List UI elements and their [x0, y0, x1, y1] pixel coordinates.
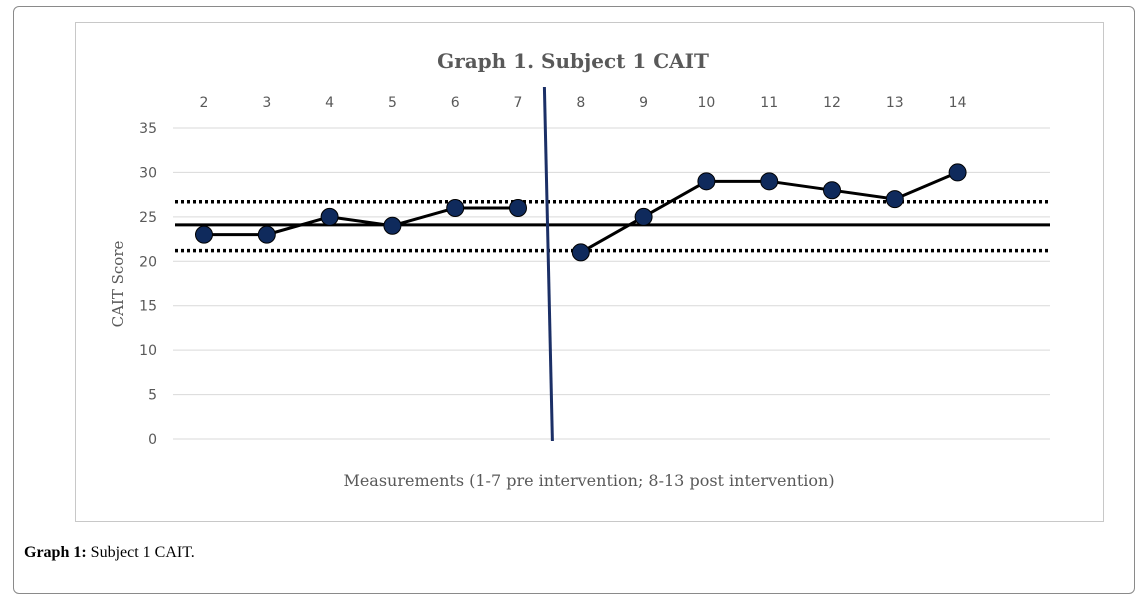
chart-title: Graph 1. Subject 1 CAIT: [437, 49, 709, 73]
figure-caption: Graph 1: Subject 1 CAIT.: [24, 544, 195, 562]
x-axis-label: Measurements (1-7 pre intervention; 8-13…: [343, 471, 834, 490]
series-line: [204, 206, 518, 237]
data-point: [383, 216, 402, 235]
x-tick-label: 4: [325, 95, 334, 111]
caption-text: Subject 1 CAIT.: [90, 544, 195, 561]
y-tick-label: 5: [148, 388, 157, 404]
x-tick-label: 9: [639, 95, 648, 111]
data-point: [195, 225, 213, 244]
data-point: [320, 207, 339, 226]
data-point: [446, 198, 465, 217]
x-tick-label: 7: [514, 95, 523, 111]
data-point: [760, 172, 779, 191]
chart-area: [75, 22, 1104, 522]
y-tick-label: 30: [139, 165, 157, 181]
data-point: [697, 172, 716, 191]
x-tick-label: 12: [823, 95, 841, 111]
data-point: [257, 225, 276, 244]
y-tick-label: 35: [139, 121, 157, 137]
x-tick-label: 14: [949, 95, 967, 111]
x-tick-label: 5: [388, 95, 397, 111]
x-tick-label: 8: [576, 95, 585, 111]
x-tick-label: 6: [451, 95, 460, 111]
data-point: [634, 207, 653, 226]
x-tick-label: 11: [760, 95, 778, 111]
figure-frame: [13, 6, 1135, 594]
x-tick-label: 3: [262, 95, 271, 111]
y-tick-label: 20: [139, 254, 157, 270]
y-tick-label: 0: [148, 432, 157, 448]
data-point: [823, 181, 841, 200]
phase-change-line: [542, 86, 554, 442]
data-point: [885, 190, 904, 209]
x-tick-label: 13: [886, 95, 904, 111]
caption-label: Graph 1:: [24, 544, 87, 561]
y-tick-label: 15: [139, 299, 157, 315]
data-point: [571, 243, 590, 262]
data-point: [948, 163, 967, 182]
y-tick-label: 10: [139, 343, 157, 359]
x-tick-label: 2: [200, 95, 209, 111]
x-tick-label: 10: [697, 95, 715, 111]
data-point: [509, 198, 527, 217]
y-axis-label: CAIT Score: [109, 240, 127, 327]
y-tick-label: 25: [139, 210, 157, 226]
